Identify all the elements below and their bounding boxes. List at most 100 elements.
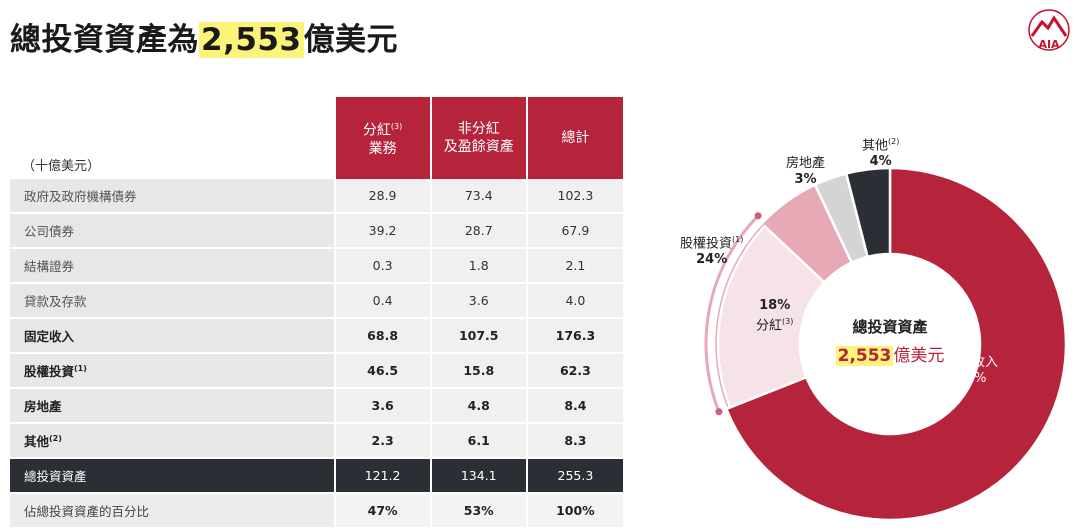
title-prefix: 總投資資產為 [10,22,199,58]
table-cell: 62.3 [525,353,623,389]
table-cell: 15.8 [429,353,527,389]
table-cell: 1.8 [429,248,527,284]
row-label: 固定收入 [8,318,335,354]
slice-label-participating: 18% 分紅(3) [756,298,793,334]
table-row: 佔總投資資產的百分比 47% 53% 100% [8,493,623,529]
title-suffix: 億美元 [303,22,399,58]
table-cell: 46.5 [333,353,431,389]
table-row: 房地產 3.6 4.8 8.4 [8,388,623,424]
slice-value: 3% [794,172,817,187]
header-participating: 分紅(3) 業務 [333,97,431,179]
table-row: 總投資資產 121.2 134.1 255.3 [8,458,623,494]
table-cell: 8.4 [525,388,623,424]
row-label-text: 結構證券 [24,259,75,274]
header-non-participating: 非分紅 及盈餘資產 [429,97,527,179]
header-line2: 及盈餘資產 [443,139,514,155]
header-line2: 業務 [368,140,397,157]
row-label-text: 政府及政府機構債券 [24,189,137,204]
row-label: 其他(2) [8,423,335,459]
row-label: 總投資資產 [8,458,335,494]
center-unit: 億美元 [893,346,945,366]
slice-name: 分紅 [756,318,783,334]
donut-slice-other [844,166,892,259]
table-cell: 73.4 [429,179,527,214]
bracket-end-dot [754,212,762,220]
table-cell: 28.9 [333,179,431,214]
slice-value: 18% [759,298,791,313]
table-cell: 47% [333,493,431,529]
slice-label-fixed: 固定收入 69% [946,355,998,387]
aia-logo-icon: AIA [1028,9,1070,51]
table-row: 其他(2) 2.3 6.1 8.3 [8,423,623,459]
table-cell: 28.7 [429,213,527,249]
table-cell: 2.3 [333,423,431,459]
row-label: 公司債券 [8,213,335,249]
table-row: 結構證券 0.3 1.8 2.1 [8,248,623,284]
allocation-donut-chart [704,166,1068,522]
table-cell: 0.4 [333,283,431,319]
slice-label-realestate: 房地產 3% [786,156,825,188]
table-cell: 0.3 [333,248,431,284]
table-cell: 100% [525,493,623,529]
slice-value: 69% [957,371,987,386]
row-label-text: 公司債券 [24,224,75,239]
row-label: 股權投資(1) [8,353,335,389]
slice-sup: (1) [732,235,744,244]
table-cell: 3.6 [333,388,431,424]
table-cell: 2.1 [525,248,623,284]
row-label: 結構證券 [8,248,335,284]
table-row: 政府及政府機構債券 28.9 73.4 102.3 [8,179,623,214]
row-label: 貸款及存款 [8,283,335,319]
header-line1: 分紅 [362,122,391,139]
slice-value: 24% [696,252,728,268]
table-row: 固定收入 68.8 107.5 176.3 [8,318,623,354]
donut-slice-participating [716,224,827,409]
row-label-text: 房地產 [24,399,62,414]
row-label: 政府及政府機構債券 [8,179,335,214]
table-cell: 4.0 [525,283,623,319]
table-row: 公司債券 39.2 28.7 67.9 [8,213,623,249]
donut-slice-fixed [724,166,1068,522]
slice-name: 股權投資 [680,236,733,252]
table-cell: 6.1 [429,423,527,459]
svg-text:AIA: AIA [1038,38,1060,51]
center-amount: 2,553 [835,346,894,366]
table-cell: 39.2 [333,213,431,249]
header-line1: 非分紅 [457,121,500,137]
title-amount: 2,553 [199,22,304,58]
unit-label: （十億美元） [22,159,101,174]
row-label: 佔總投資資產的百分比 [8,493,335,529]
row-label: 房地產 [8,388,335,424]
table-cell: 121.2 [333,458,431,494]
table-cell: 53% [429,493,527,529]
table-cell: 107.5 [429,318,527,354]
row-label-sup: (2) [49,433,62,443]
row-label-sup: (1) [74,363,87,373]
center-amount-line: 2,553 億美元 [810,341,970,366]
row-label-text: 固定收入 [24,329,75,344]
slice-sup: (2) [888,137,900,146]
slice-label-other: 其他(2) 4% [862,134,899,170]
center-title: 總投資資產 [852,318,928,336]
table-cell: 134.1 [429,458,527,494]
participating-bracket [704,214,760,413]
table-cell: 255.3 [525,458,623,494]
table-row: 貸款及存款 0.4 3.6 4.0 [8,283,623,319]
table-cell: 67.9 [525,213,623,249]
header-total: 總計 [525,97,623,179]
table-header-row: 分紅(3) 業務 非分紅及盈餘資產 總計 [9,97,623,179]
header-sup: (3) [390,122,403,132]
table-cell: 3.6 [429,283,527,319]
table-cell: 8.3 [525,423,623,459]
row-label-text: 股權投資 [24,364,75,379]
slice-name: 房地產 [786,156,826,171]
header-line1: 總計 [561,130,590,146]
page-title: 總投資資產為2,553億美元 [10,14,398,59]
row-label-text: 貸款及存款 [24,294,87,309]
row-label-text: 其他 [24,434,50,449]
investment-table: 分紅(3) 業務 非分紅及盈餘資產 總計 政府及政府機構債券 28.9 73.4 102… [8,97,623,529]
table-cell: 102.3 [525,179,623,214]
donut-center-label: 總投資資產 2,553 億美元 [810,316,970,366]
header-blank [9,97,335,179]
slice-value: 4% [869,154,892,170]
